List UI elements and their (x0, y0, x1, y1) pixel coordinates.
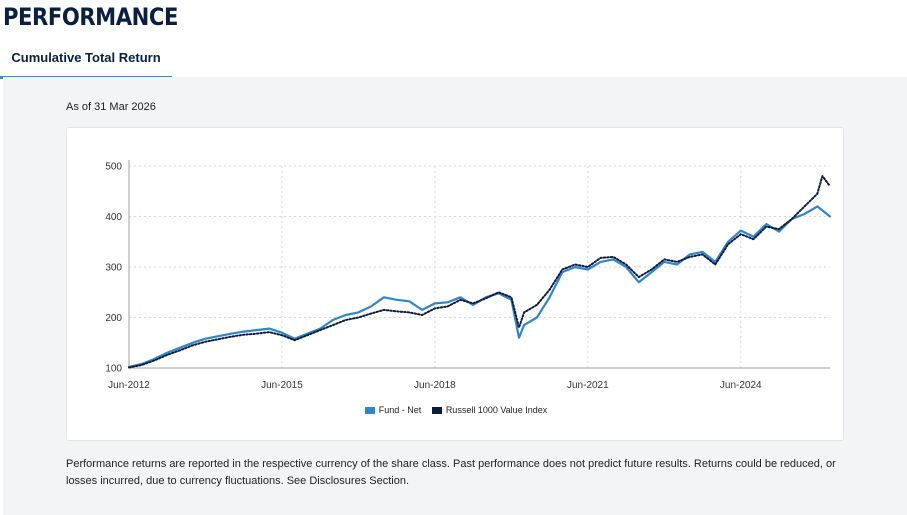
x-tick-label: Jun-2021 (567, 380, 609, 391)
y-tick-label: 100 (105, 364, 122, 375)
y-tick-label: 200 (105, 313, 122, 324)
as-of-date: As of 31 Mar 2026 (66, 101, 156, 113)
tab-cumulative-total-return[interactable]: Cumulative Total Return (0, 43, 172, 79)
y-tick-label: 400 (105, 212, 122, 223)
legend-item-fund[interactable]: Fund - Net (364, 405, 422, 415)
cumulative-return-chart: 100 200 300 400 500 Jun-2012 Jun-2015 Jun-2018 J… (105, 160, 832, 392)
x-tick-label: Jun-2024 (720, 380, 762, 391)
disclaimer-text: Performance returns are reported in the … (66, 458, 836, 487)
tick-labels: 100 200 300 400 500 Jun-2012 Jun-2015 Jun-2018 J… (105, 162, 762, 392)
legend-label-fund: Fund - Net (378, 405, 422, 415)
series-line-fund (127, 205, 832, 369)
legend-label-index: Russell 1000 Value Index (445, 405, 548, 415)
grid-lines (129, 165, 830, 369)
y-tick-label: 300 (105, 263, 122, 274)
series-lines (127, 175, 832, 369)
chart-legend: Fund - Net Russell 1000 Value Index (67, 405, 845, 416)
legend-swatch-fund (364, 406, 375, 414)
y-tick-label: 500 (105, 162, 122, 173)
axes (128, 160, 830, 369)
legend-swatch-index (431, 406, 442, 414)
legend-item-index[interactable]: Russell 1000 Value Index (431, 405, 548, 415)
chart-card: 100 200 300 400 500 Jun-2012 Jun-2015 Jun-2018 J… (66, 127, 844, 441)
x-tick-label: Jun-2018 (414, 380, 456, 391)
x-tick-label: Jun-2012 (108, 380, 150, 391)
x-tick-label: Jun-2015 (261, 380, 303, 391)
page-title: PERFORMANCE (3, 3, 178, 31)
series-line-index (128, 175, 831, 369)
